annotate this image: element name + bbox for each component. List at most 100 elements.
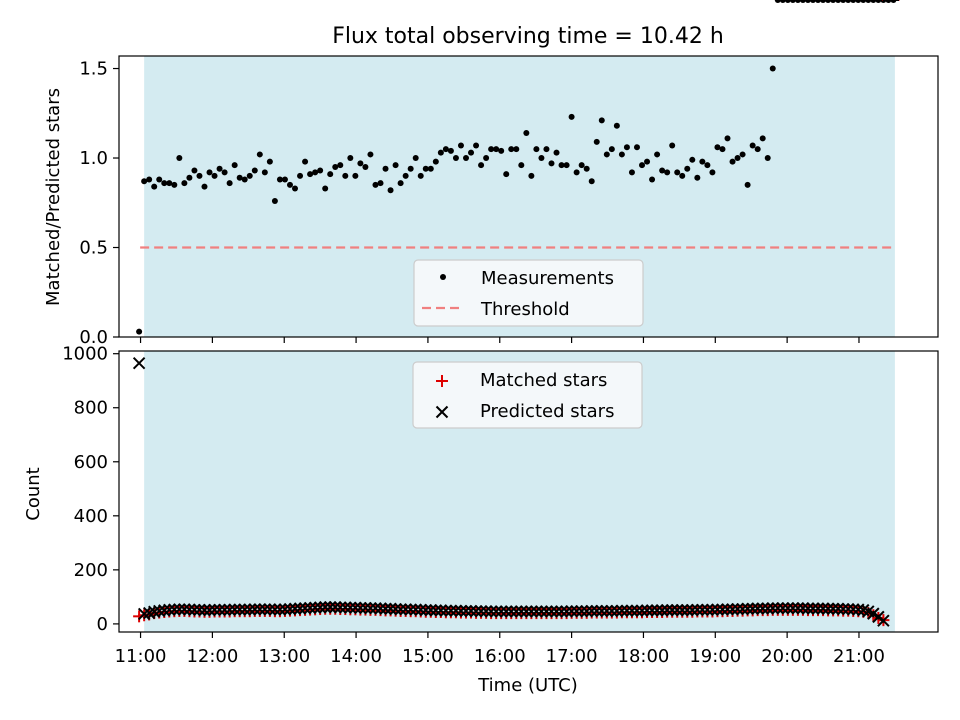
predicted-star-point-b (198, 603, 211, 617)
predicted-star-point-b (847, 603, 860, 616)
measurement-point (407, 165, 414, 172)
predicted-star-point (137, 607, 151, 621)
predicted-star-point (761, 602, 774, 615)
predicted-star-point (640, 604, 654, 617)
measurement-point (156, 176, 163, 183)
predicted-star-point-b (590, 604, 603, 618)
predicted-star-point-b (268, 603, 282, 616)
top-y-tick-label: 0.0 (79, 327, 108, 348)
predicted-star-point-b (500, 605, 513, 618)
measurement-point (699, 158, 706, 165)
predicted-star-point (620, 604, 634, 617)
x-tick-label: 21:00 (833, 646, 885, 667)
predicted-star-point (359, 601, 372, 615)
legend-predicted-marker (435, 405, 449, 419)
predicted-star-point-b (756, 602, 769, 615)
top-series-dot (136, 0, 897, 335)
measurement-point (468, 149, 475, 156)
measurement-point (216, 165, 223, 172)
x-tick-label: 18:00 (618, 646, 670, 667)
predicted-star-point-b (711, 603, 724, 616)
predicted-star-point (243, 603, 256, 616)
predicted-star-point (650, 604, 664, 617)
measurement-point (136, 328, 143, 335)
legend-entry: Threshold (480, 299, 570, 320)
predicted-star-point-b (746, 602, 759, 615)
predicted-star-point (600, 604, 614, 618)
predicted-star-point (298, 602, 312, 615)
predicted-star-point (193, 603, 206, 617)
predicted-star-point (419, 603, 432, 617)
predicted-star-point (464, 604, 478, 618)
predicted-star-point (173, 603, 186, 616)
measurement-point (206, 169, 213, 176)
predicted-star-point-b (806, 602, 820, 615)
predicted-star-point (841, 602, 855, 616)
predicted-star-point-b (610, 604, 624, 618)
measurement-point (774, 0, 781, 3)
predicted-star-point (781, 602, 795, 615)
bottom-series-x (132, 0, 899, 627)
x-axis-label: Time (UTC) (477, 675, 578, 696)
predicted-star-point (158, 604, 171, 617)
predicted-star-point (303, 601, 317, 615)
predicted-star-point (630, 604, 644, 617)
predicted-star-point (228, 603, 241, 616)
measurement-point (724, 135, 731, 142)
predicted-star-point-b (796, 602, 810, 615)
measurement-point (674, 169, 681, 176)
predicted-star-point (826, 602, 840, 615)
predicted-star-point (831, 602, 845, 615)
predicted-star-point (751, 602, 764, 615)
predicted-star-point (288, 602, 302, 615)
measurement-point (292, 185, 299, 192)
legend-predicted-marker-b (435, 405, 449, 419)
measurement-point (664, 169, 671, 176)
predicted-star-point (188, 603, 201, 617)
chart-title: Flux total observing time = 10.42 h (332, 24, 724, 49)
predicted-star-point-b (258, 603, 272, 616)
predicted-star-point (379, 602, 392, 615)
measurement-point (598, 117, 605, 124)
predicted-star-point (278, 603, 292, 616)
predicted-star-point-b (665, 603, 679, 617)
measurement-point (367, 151, 374, 158)
predicted-star-point (459, 604, 473, 618)
predicted-star-point (308, 601, 322, 614)
predicted-star-point (178, 603, 191, 616)
predicted-star-point-b (575, 604, 588, 618)
predicted-star-point (484, 605, 498, 618)
measurement-point (493, 146, 500, 153)
predicted-star-point-b (449, 604, 463, 617)
predicted-star-point-b (761, 602, 774, 615)
measurement-point (523, 129, 530, 136)
predicted-star-point-b (308, 601, 322, 614)
measurement-point (583, 165, 590, 172)
measurement-point (271, 197, 278, 204)
bottom-y-tick-label: 0 (97, 614, 108, 635)
predicted-star-point-b (303, 601, 317, 615)
predicted-star-point (293, 602, 307, 615)
top-legend: Measurements Threshold (413, 259, 644, 327)
predicted-star-point (500, 605, 513, 618)
measurement-point (855, 0, 862, 3)
predicted-star-point (786, 602, 800, 615)
predicted-star-point-b (354, 601, 367, 615)
predicted-star-point (590, 604, 603, 618)
measurement-point (518, 162, 525, 169)
predicted-star-point-b (414, 603, 427, 617)
predicted-star-point (635, 604, 649, 617)
predicted-star-point (665, 603, 679, 617)
x-tick-label: 17:00 (546, 646, 598, 667)
predicted-star-point-b (620, 604, 634, 617)
legend-entry: Matched stars (480, 370, 607, 391)
measurement-point (176, 155, 183, 162)
measurement-point (744, 181, 751, 188)
measurement-point (276, 176, 283, 183)
predicted-star-point (324, 600, 337, 614)
measurement-point (382, 165, 389, 172)
measurement-point (347, 155, 354, 162)
predicted-star-point-b (550, 605, 563, 618)
measurement-point (759, 135, 766, 142)
predicted-star-point (147, 605, 161, 618)
